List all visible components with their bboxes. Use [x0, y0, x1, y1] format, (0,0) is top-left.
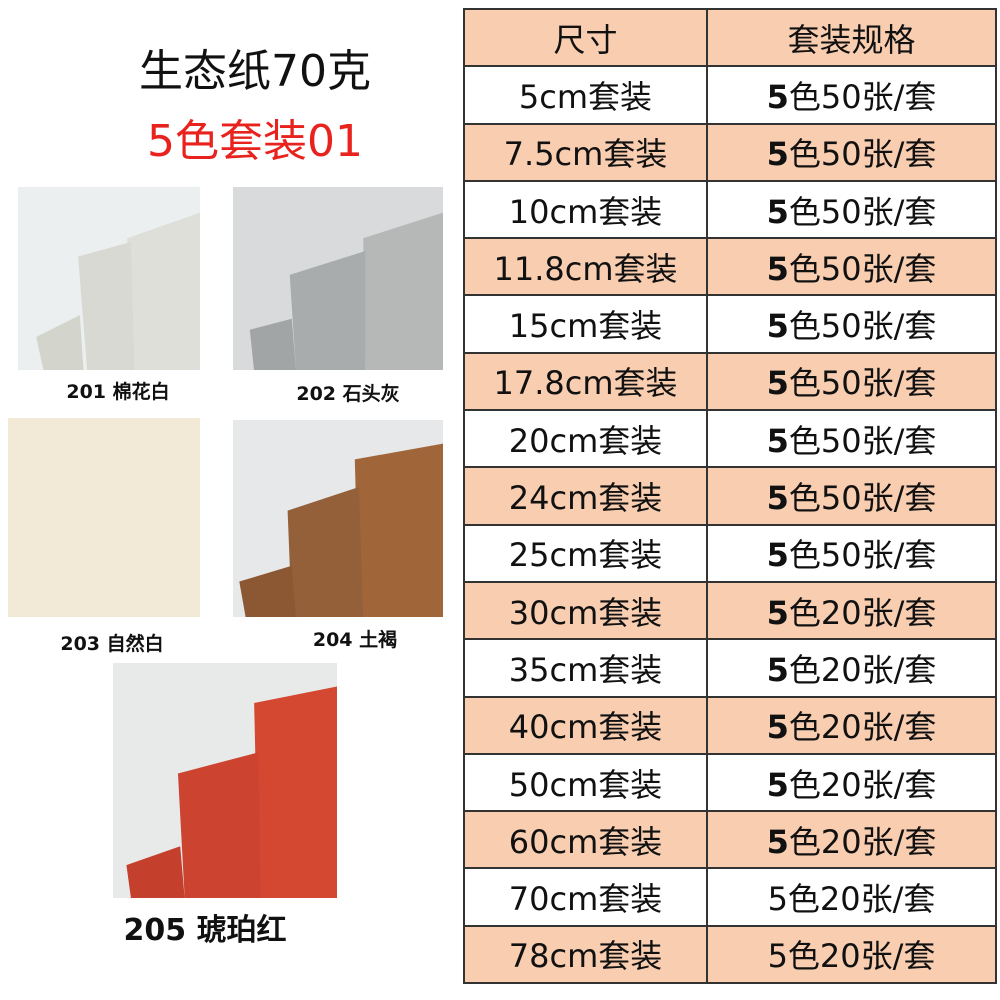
- spec-cell: 5色20张/套: [706, 638, 997, 698]
- spec-cell: 5色20张/套: [706, 810, 997, 870]
- spec-cell: 5色50张/套: [706, 351, 997, 412]
- header-row: 尺寸 套装规格: [463, 7, 997, 68]
- swatch-label: 202 石头灰: [296, 383, 400, 405]
- size-cell: 25cm套装: [463, 523, 708, 583]
- table-row: 35cm套装 5色20张/套: [463, 638, 997, 698]
- size-cell: 30cm套装: [463, 580, 708, 641]
- swatch-label: 201 棉花白: [66, 381, 170, 403]
- swatch-image: [8, 418, 200, 617]
- table-row: 15cm套装 5色50张/套: [463, 294, 997, 354]
- header-cell: 套装规格: [706, 7, 997, 68]
- size-cell: 24cm套装: [463, 466, 708, 526]
- size-cell: 40cm套装: [463, 695, 708, 755]
- table-row: 24cm套装 5色50张/套: [463, 466, 997, 526]
- size-cell: 7.5cm套装: [463, 122, 708, 182]
- header-cell: 尺寸: [463, 7, 708, 68]
- table-row: 30cm套装 5色20张/套: [463, 580, 997, 641]
- swatch-label: 205 琥珀红: [123, 913, 287, 948]
- swatch-image: [18, 187, 200, 370]
- size-cell: 5cm套装: [463, 65, 708, 125]
- subtitle: 5色套装01: [147, 116, 363, 167]
- table-row: 50cm套装 5色20张/套: [463, 752, 997, 813]
- spec-cell: 5色50张/套: [706, 65, 997, 125]
- swatch-label: 204 土褐: [312, 629, 398, 651]
- spec-cell: 5色50张/套: [706, 122, 997, 182]
- swatch-image: [233, 187, 443, 370]
- spec-cell: 5色20张/套: [706, 695, 997, 755]
- swatch-image: [113, 663, 337, 898]
- size-cell: 20cm套装: [463, 409, 708, 469]
- table-row: 40cm套装 5色20张/套: [463, 695, 997, 755]
- size-cell: 11.8cm套装: [463, 237, 708, 297]
- spec-cell: 5色50张/套: [706, 179, 997, 240]
- spec-cell: 5色20张/套: [706, 924, 997, 985]
- table-row: 20cm套装 5色50张/套: [463, 409, 997, 469]
- spec-cell: 5色50张/套: [706, 294, 997, 354]
- spec-cell: 5色20张/套: [706, 580, 997, 641]
- size-cell: 10cm套装: [463, 179, 708, 240]
- size-cell: 78cm套装: [463, 924, 708, 985]
- table-row: 5cm套装 5色50张/套: [463, 65, 997, 125]
- size-cell: 15cm套装: [463, 294, 708, 354]
- table-row: 11.8cm套装 5色50张/套: [463, 237, 997, 297]
- spec-table: 尺寸 套装规格 5cm套装 5色50张/套 7.5cm套装 5色50张/套 10cm套装…: [463, 7, 997, 985]
- table-row: 60cm套装 5色20张/套: [463, 810, 997, 870]
- size-cell: 50cm套装: [463, 752, 708, 813]
- table-row: 17.8cm套装 5色50张/套: [463, 351, 997, 412]
- title: 生态纸70克: [139, 46, 371, 97]
- table-row: 25cm套装 5色50张/套: [463, 523, 997, 583]
- table-row: 78cm套装 5色20张/套: [463, 924, 997, 985]
- table-row: 7.5cm套装 5色50张/套: [463, 122, 997, 182]
- spec-cell: 5色50张/套: [706, 523, 997, 583]
- spec-cell: 5色50张/套: [706, 237, 997, 297]
- swatch-image: [233, 420, 443, 617]
- spec-cell: 5色50张/套: [706, 409, 997, 469]
- size-cell: 35cm套装: [463, 638, 708, 698]
- spec-cell: 5色20张/套: [706, 867, 997, 927]
- table-row: 10cm套装 5色50张/套: [463, 179, 997, 240]
- table-row: 70cm套装 5色20张/套: [463, 867, 997, 927]
- swatch-label: 203 自然白: [60, 633, 164, 655]
- spec-cell: 5色50张/套: [706, 466, 997, 526]
- size-cell: 70cm套装: [463, 867, 708, 927]
- size-cell: 17.8cm套装: [463, 351, 708, 412]
- spec-cell: 5色20张/套: [706, 752, 997, 813]
- size-cell: 60cm套装: [463, 810, 708, 870]
